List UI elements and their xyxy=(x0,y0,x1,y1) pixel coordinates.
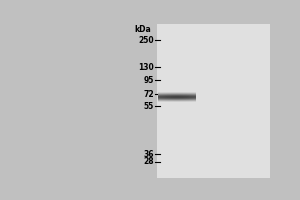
Text: 28: 28 xyxy=(143,157,154,166)
Bar xyxy=(157,24,270,178)
Text: 130: 130 xyxy=(138,63,154,72)
Text: 36: 36 xyxy=(143,150,154,159)
Text: 72: 72 xyxy=(143,90,154,99)
Text: 250: 250 xyxy=(138,36,154,45)
Text: kDa: kDa xyxy=(135,25,152,34)
Text: 95: 95 xyxy=(143,76,154,85)
Text: 55: 55 xyxy=(143,102,154,111)
